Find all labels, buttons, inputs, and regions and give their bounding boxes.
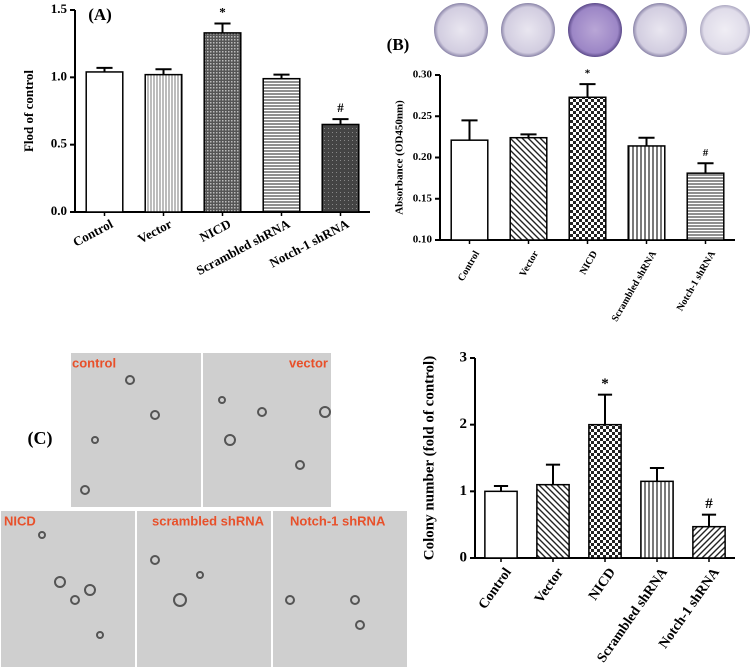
y-tick-label: 3 — [460, 349, 468, 365]
bar — [203, 32, 242, 213]
x-tick-label: NICD — [586, 566, 619, 604]
bar — [692, 525, 726, 559]
x-tick-label: Vector — [518, 249, 542, 279]
y-axis-label: Flod of control — [21, 70, 36, 152]
x-tick-label: Scrambled shRNA — [610, 248, 660, 323]
panel-label: (A) — [88, 5, 112, 24]
bar — [321, 123, 360, 213]
bar — [627, 145, 666, 241]
bar — [568, 96, 607, 241]
significance-marker: # — [337, 100, 344, 115]
chart: 0.10 0.15 0.20 0.25 0.30 Control Vector * NICD Sc… — [387, 35, 735, 324]
x-tick-label: NICD — [578, 249, 600, 277]
y-tick-label: 0.15 — [413, 192, 433, 204]
bar — [588, 423, 622, 559]
micrograph-label: control — [72, 355, 116, 370]
panel-label: (C) — [28, 428, 53, 449]
significance-marker: * — [585, 68, 591, 80]
micrograph-label: NICD — [4, 513, 36, 528]
significance-marker: # — [703, 147, 709, 159]
y-axis-label: Colony number (fold of control) — [421, 356, 437, 560]
bar — [509, 136, 548, 241]
micrograph-label: Notch-1 shRNA — [290, 513, 386, 528]
cells — [38, 375, 365, 639]
x-tick-label: Control — [476, 565, 515, 612]
bar — [262, 77, 301, 213]
y-tick-label: 0.30 — [413, 69, 433, 81]
y-tick-label: 1 — [460, 483, 468, 499]
significance-marker: # — [705, 496, 713, 512]
x-tick-label: Control — [70, 216, 115, 250]
y-tick-label: 2 — [460, 416, 468, 432]
y-tick-label: 0.5 — [51, 136, 68, 151]
bar — [85, 71, 124, 213]
y-tick-label: 0 — [460, 549, 468, 565]
bar — [450, 139, 489, 241]
bar — [686, 172, 725, 241]
x-tick-label: Vector — [135, 216, 174, 246]
y-tick-label: 0.10 — [413, 234, 433, 246]
bar — [144, 73, 183, 213]
dish-images — [434, 3, 750, 57]
significance-marker: * — [219, 4, 226, 19]
micrograph-label: scrambled shRNA — [152, 513, 265, 528]
x-tick-label: Notch-1 shRNA — [675, 248, 719, 313]
bar — [536, 483, 570, 559]
bar — [640, 480, 674, 559]
y-tick-label: 1.5 — [51, 1, 68, 16]
y-axis-label: Absorbance (OD450nm) — [394, 100, 406, 215]
panel-label: (B) — [387, 35, 410, 54]
micrographs — [0, 351, 409, 668]
y-tick-label: 0.25 — [413, 110, 433, 122]
y-tick-label: 0.20 — [413, 151, 433, 163]
x-tick-label: NICD — [197, 216, 233, 245]
y-tick-label: 0.0 — [51, 203, 67, 218]
x-tick-label: Vector — [532, 566, 567, 607]
significance-marker: * — [601, 376, 609, 392]
bar — [484, 490, 518, 559]
y-tick-label: 1.0 — [51, 68, 67, 83]
micrograph-label: vector — [289, 355, 328, 370]
x-tick-label: Control — [456, 249, 482, 283]
